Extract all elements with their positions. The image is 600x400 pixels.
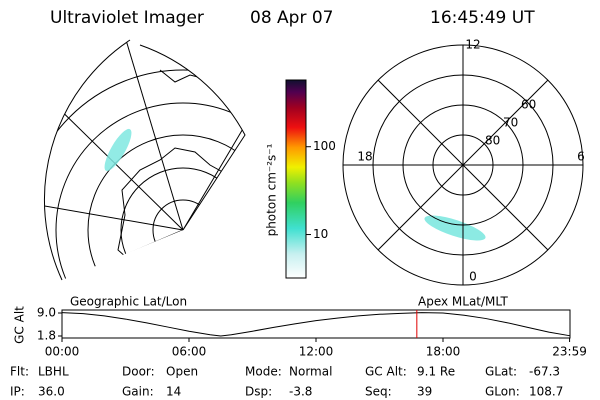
x-tick-label: 18:00 bbox=[426, 345, 461, 359]
mlt-label: 0 bbox=[469, 270, 477, 284]
y-tick-label: 9.0 bbox=[37, 306, 56, 320]
map-border bbox=[43, 39, 131, 281]
timeline-left-label: Geographic Lat/Lon bbox=[70, 295, 187, 309]
altitude-curve bbox=[61, 312, 570, 337]
y-tick-label: 1.8 bbox=[37, 329, 56, 343]
info-value: 36.0 bbox=[38, 385, 65, 399]
info-value: LBHL bbox=[38, 365, 69, 379]
aurora bbox=[424, 215, 486, 241]
info-label: GLon: bbox=[485, 385, 520, 399]
timeline-ylabel: GC Alt bbox=[13, 306, 27, 344]
info-label: Door: bbox=[122, 365, 155, 379]
info-value: Open bbox=[166, 365, 198, 379]
timeline-frame bbox=[61, 309, 571, 339]
title: Ultraviolet Imager bbox=[50, 8, 204, 28]
info-label: GC Alt: bbox=[365, 365, 407, 379]
mlat-label: 70 bbox=[503, 116, 518, 130]
mlt-label: 18 bbox=[357, 150, 372, 164]
mlat-label: 80 bbox=[485, 134, 500, 148]
colorbar-tick-label: 100 bbox=[313, 139, 336, 153]
map-border bbox=[139, 44, 246, 231]
x-tick-label: 00:00 bbox=[45, 345, 80, 359]
info-value: 9.1 Re bbox=[417, 365, 455, 379]
colorbar bbox=[285, 79, 307, 279]
mlt-label: 12 bbox=[465, 38, 480, 52]
info-label: IP: bbox=[10, 385, 25, 399]
x-tick-label: 23:59 bbox=[552, 345, 587, 359]
info-label: GLat: bbox=[485, 365, 517, 379]
date: 08 Apr 07 bbox=[250, 8, 333, 28]
info-value: Normal bbox=[289, 365, 332, 379]
x-tick-label: 06:00 bbox=[172, 345, 207, 359]
info-value: -67.3 bbox=[529, 365, 560, 379]
info-label: Gain: bbox=[122, 385, 154, 399]
info-label: Mode: bbox=[245, 365, 282, 379]
mlat-label: 60 bbox=[521, 98, 536, 112]
info-value: 39 bbox=[417, 385, 432, 399]
x-tick-label: 12:00 bbox=[299, 345, 334, 359]
info-value: -3.8 bbox=[289, 385, 312, 399]
mlt-label: 6 bbox=[577, 150, 585, 164]
info-label: Flt: bbox=[10, 365, 29, 379]
info-label: Seq: bbox=[365, 385, 392, 399]
info-value: 14 bbox=[166, 385, 181, 399]
time: 16:45:49 UT bbox=[430, 8, 535, 28]
info-label: Dsp: bbox=[245, 385, 272, 399]
colorbar-label: photon cm⁻²s⁻¹ bbox=[265, 143, 279, 236]
info-value: 108.7 bbox=[529, 385, 563, 399]
timeline-right-label: Apex MLat/MLT bbox=[418, 295, 508, 309]
colorbar-tick-label: 10 bbox=[313, 227, 328, 241]
